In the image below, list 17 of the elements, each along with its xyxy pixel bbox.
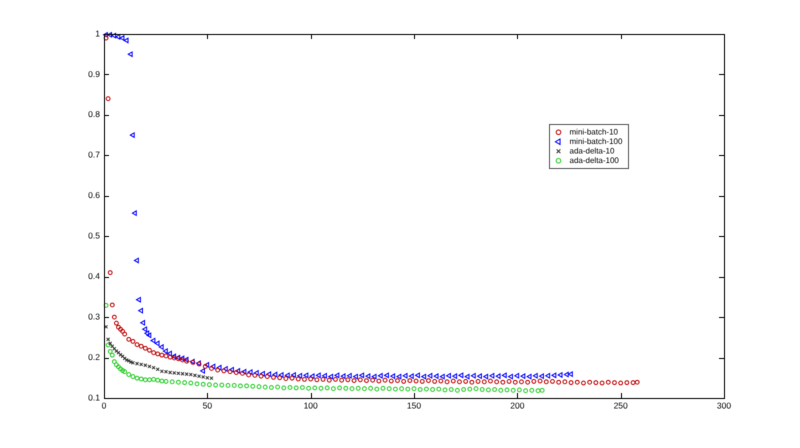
y-tick-label: 0.6	[88, 190, 100, 200]
y-tick-label: 1	[95, 28, 100, 38]
y-tick-label: 0.5	[88, 230, 100, 241]
x-tick-label: 250	[614, 400, 628, 410]
x-tick-label: 50	[202, 400, 212, 410]
x-tick-label: 200	[510, 400, 525, 410]
y-tick-label: 0.3	[88, 311, 100, 322]
x-tick-label: 150	[406, 400, 422, 410]
y-tick-label: 0.7	[88, 150, 100, 160]
x-tick-label: 300	[716, 400, 732, 410]
y-tick-label: 0.1	[88, 392, 100, 402]
y-tick-label: 0.8	[88, 109, 100, 120]
x-tick-label: 100	[304, 400, 318, 410]
y-tick-label: 0.9	[88, 68, 100, 79]
y-tick-label: 0.4	[88, 271, 100, 282]
y-tick-label: 0.2	[88, 352, 100, 362]
x-tick-label: 0	[102, 400, 107, 410]
